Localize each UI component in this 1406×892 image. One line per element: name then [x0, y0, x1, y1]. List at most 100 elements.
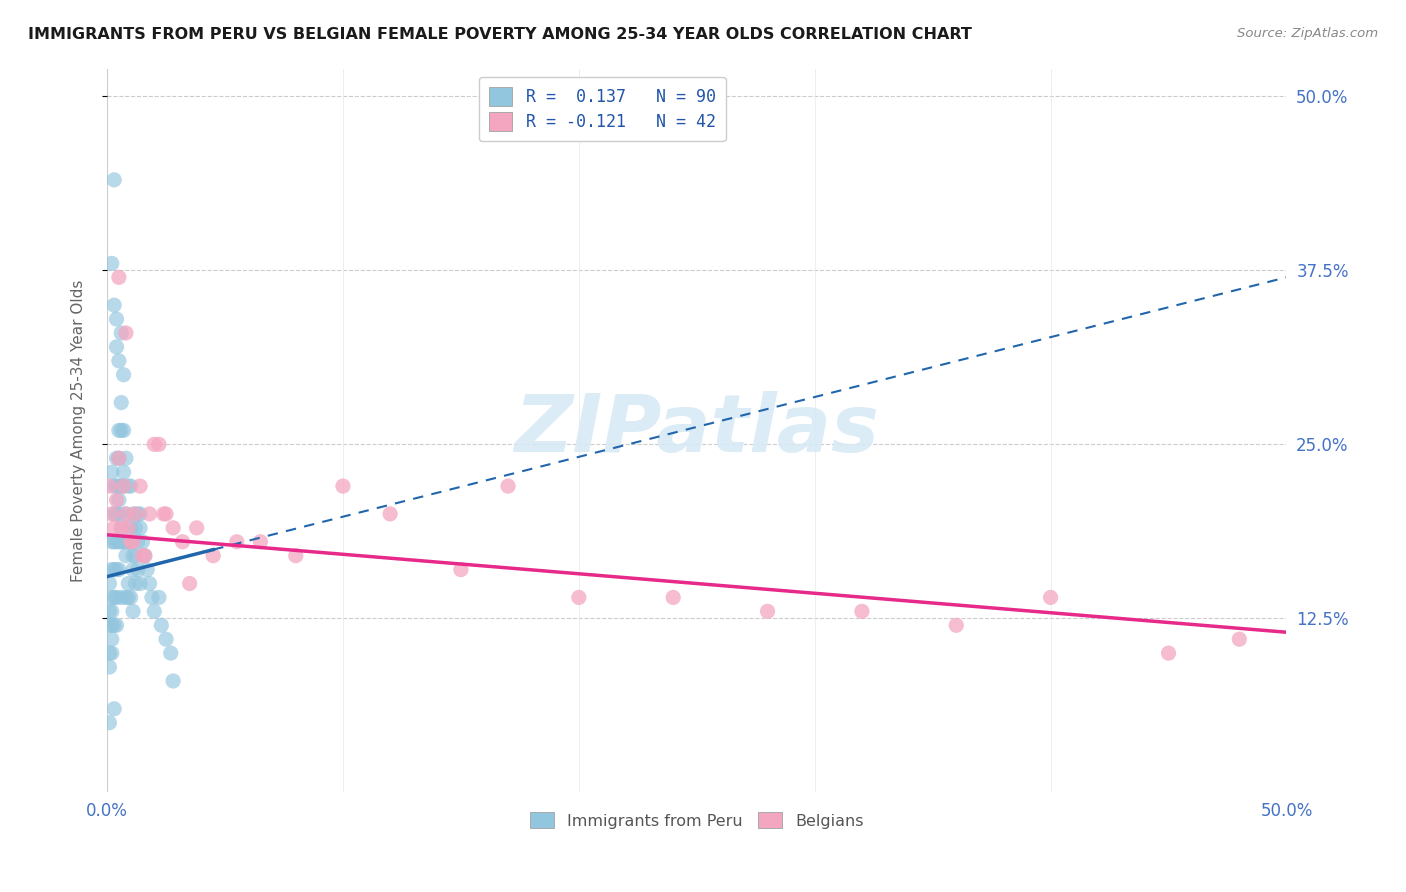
Point — [124, 521, 146, 535]
Point — [112, 368, 135, 382]
Point — [110, 521, 132, 535]
Point — [202, 549, 225, 563]
Point — [159, 646, 181, 660]
Point — [105, 340, 128, 354]
Point — [155, 632, 177, 647]
Text: Source: ZipAtlas.com: Source: ZipAtlas.com — [1237, 27, 1378, 40]
Point — [108, 451, 131, 466]
Point — [138, 507, 160, 521]
Point — [105, 534, 128, 549]
Point — [284, 549, 307, 563]
Point — [112, 534, 135, 549]
Point — [129, 507, 152, 521]
Point — [105, 451, 128, 466]
Point — [124, 507, 146, 521]
Point — [105, 563, 128, 577]
Point — [103, 591, 125, 605]
Point — [110, 395, 132, 409]
Point — [105, 618, 128, 632]
Point — [117, 576, 139, 591]
Point — [496, 479, 519, 493]
Point — [98, 479, 121, 493]
Point — [108, 270, 131, 285]
Point — [122, 507, 145, 521]
Point — [945, 618, 967, 632]
Point — [108, 493, 131, 508]
Point — [98, 604, 121, 618]
Point — [105, 507, 128, 521]
Point — [103, 298, 125, 312]
Point — [112, 424, 135, 438]
Point — [101, 507, 124, 521]
Point — [117, 521, 139, 535]
Point — [249, 534, 271, 549]
Point — [134, 549, 156, 563]
Point — [103, 702, 125, 716]
Point — [120, 534, 142, 549]
Point — [117, 479, 139, 493]
Point — [122, 549, 145, 563]
Point — [1227, 632, 1250, 647]
Point — [134, 549, 156, 563]
Point — [129, 521, 152, 535]
Point — [117, 534, 139, 549]
Point — [101, 618, 124, 632]
Point — [172, 534, 194, 549]
Point — [120, 534, 142, 549]
Point — [101, 563, 124, 577]
Point — [141, 591, 163, 605]
Point — [101, 604, 124, 618]
Point — [162, 521, 184, 535]
Point — [103, 521, 125, 535]
Point — [120, 521, 142, 535]
Point — [101, 646, 124, 660]
Point — [110, 534, 132, 549]
Point — [152, 507, 174, 521]
Point — [127, 507, 149, 521]
Point — [662, 591, 685, 605]
Point — [103, 618, 125, 632]
Point — [110, 326, 132, 340]
Point — [131, 549, 153, 563]
Point — [108, 451, 131, 466]
Point — [225, 534, 247, 549]
Point — [105, 493, 128, 508]
Point — [127, 534, 149, 549]
Point — [110, 424, 132, 438]
Point — [186, 521, 208, 535]
Point — [110, 479, 132, 493]
Point — [851, 604, 873, 618]
Legend: Immigrants from Peru, Belgians: Immigrants from Peru, Belgians — [523, 805, 870, 835]
Point — [98, 618, 121, 632]
Point — [98, 715, 121, 730]
Point — [138, 576, 160, 591]
Point — [98, 576, 121, 591]
Point — [98, 646, 121, 660]
Point — [110, 521, 132, 535]
Point — [98, 660, 121, 674]
Point — [103, 534, 125, 549]
Point — [115, 507, 138, 521]
Point — [108, 479, 131, 493]
Point — [115, 591, 138, 605]
Point — [136, 563, 159, 577]
Point — [332, 479, 354, 493]
Point — [129, 479, 152, 493]
Point — [129, 576, 152, 591]
Point — [148, 437, 170, 451]
Point — [124, 576, 146, 591]
Point — [1157, 646, 1180, 660]
Point — [162, 673, 184, 688]
Point — [115, 451, 138, 466]
Text: IMMIGRANTS FROM PERU VS BELGIAN FEMALE POVERTY AMONG 25-34 YEAR OLDS CORRELATION: IMMIGRANTS FROM PERU VS BELGIAN FEMALE P… — [28, 27, 972, 42]
Point — [108, 563, 131, 577]
Point — [122, 604, 145, 618]
Point — [1039, 591, 1062, 605]
Point — [122, 534, 145, 549]
Point — [112, 479, 135, 493]
Point — [115, 534, 138, 549]
Point — [115, 549, 138, 563]
Point — [101, 591, 124, 605]
Point — [108, 507, 131, 521]
Point — [112, 465, 135, 479]
